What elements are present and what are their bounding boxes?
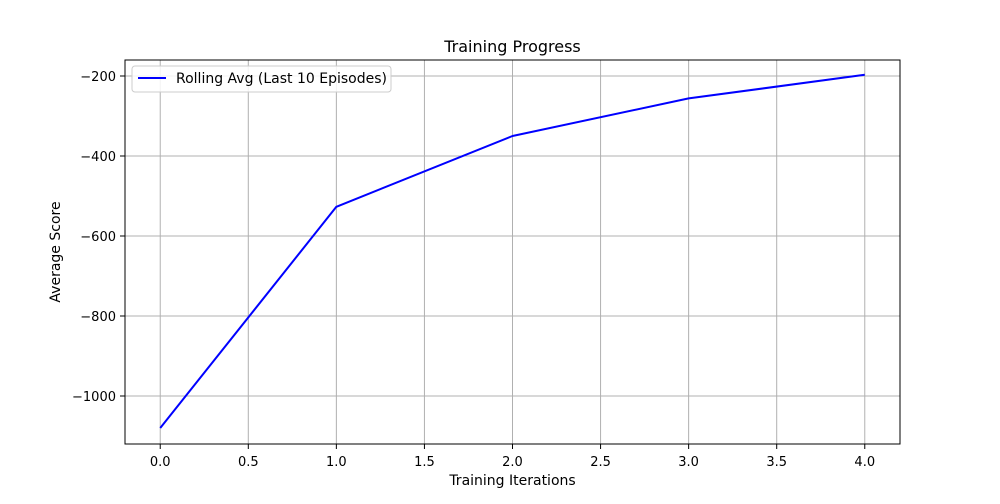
y-axis-title: Average Score: [48, 201, 64, 302]
legend: Rolling Avg (Last 10 Episodes): [132, 66, 391, 92]
y-tick-label: −600: [80, 230, 116, 245]
x-tick-label: 3.5: [766, 455, 787, 470]
x-tick-label: 1.5: [414, 455, 435, 470]
y-tick-label: −800: [80, 310, 116, 325]
x-axis-title: Training Iterations: [448, 473, 575, 489]
chart-title: Training Progress: [443, 37, 581, 56]
x-tick-label: 0.0: [150, 455, 171, 470]
x-tick-label: 2.5: [590, 455, 611, 470]
legend-label: Rolling Avg (Last 10 Episodes): [176, 71, 387, 87]
y-tick-label: −200: [80, 70, 116, 85]
x-tick-label: 0.5: [238, 455, 259, 470]
x-tick-label: 3.0: [678, 455, 699, 470]
x-tick-label: 1.0: [326, 455, 347, 470]
x-tick-label: 2.0: [502, 455, 523, 470]
y-tick-label: −400: [80, 150, 116, 165]
x-tick-label: 4.0: [854, 455, 875, 470]
y-tick-label: −1000: [72, 390, 116, 405]
